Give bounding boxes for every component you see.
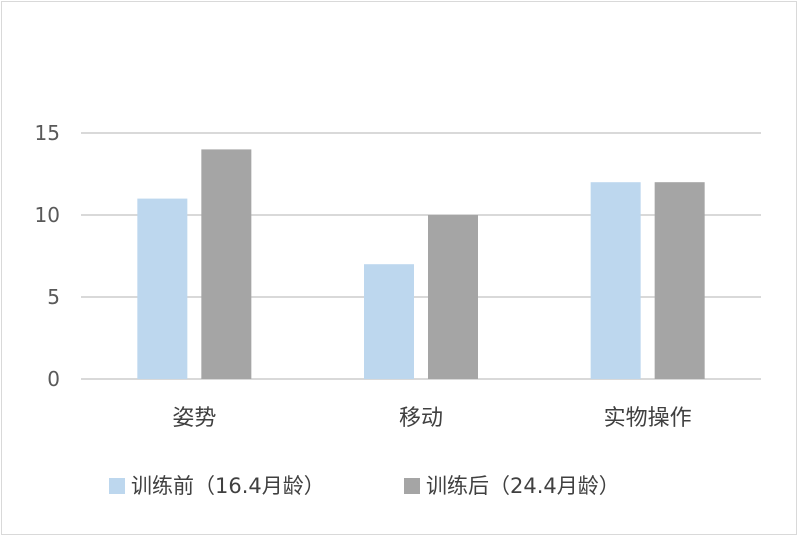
legend-swatch-before: [109, 478, 125, 494]
legend-swatch-after: [404, 478, 420, 494]
bar-after-1: [428, 215, 478, 379]
gridlines: [81, 132, 761, 380]
x-category-label: 姿势: [172, 406, 216, 431]
y-tick-label: 15: [35, 121, 60, 145]
y-axis-ticks: 0 5 10 15: [35, 121, 60, 391]
bars: [137, 149, 705, 379]
bar-before-0: [137, 198, 188, 379]
legend: 训练前（16.4月龄） 训练后（24.4月龄）: [109, 474, 620, 498]
bar-before-2: [590, 182, 641, 379]
bar-after-0: [201, 149, 252, 379]
y-tick-label: 10: [35, 203, 60, 227]
x-category-label: 移动: [399, 406, 443, 431]
bar-after-2: [654, 182, 705, 379]
legend-label-after: 训练后（24.4月龄）: [426, 474, 620, 498]
legend-label-before: 训练前（16.4月龄）: [131, 474, 325, 498]
bar-before-1: [364, 264, 414, 379]
y-tick-label: 5: [47, 285, 60, 309]
y-tick-label: 0: [47, 367, 60, 391]
x-axis-categories: 姿势 移动 实物操作: [172, 406, 691, 431]
x-category-label: 实物操作: [604, 406, 692, 431]
